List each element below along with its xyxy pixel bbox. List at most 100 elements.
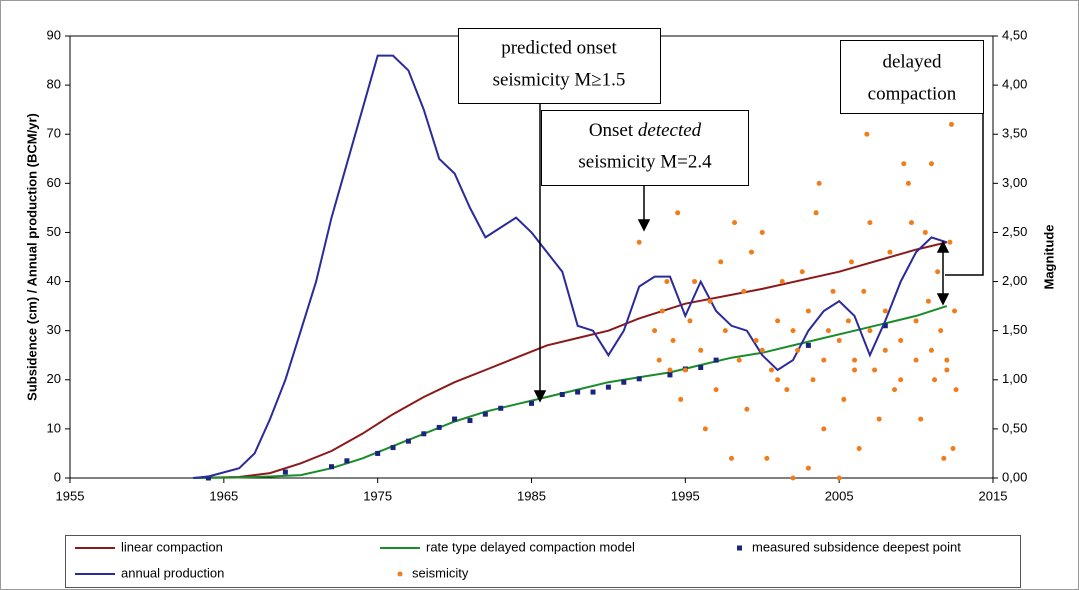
legend-label: annual production xyxy=(121,565,224,580)
marker xyxy=(922,229,928,235)
marker xyxy=(605,384,611,390)
annotations: predicted onset seismicity M≥1.5 Onset d… xyxy=(458,28,984,186)
marker xyxy=(759,229,765,235)
marker xyxy=(764,455,770,461)
marker xyxy=(784,387,790,393)
marker xyxy=(887,249,893,255)
annotation-text: compaction xyxy=(868,83,957,104)
marker xyxy=(948,121,954,127)
series-line xyxy=(193,241,948,479)
y2-tick-label: 2,00 xyxy=(1002,273,1027,288)
marker xyxy=(741,288,747,294)
series-line xyxy=(193,305,948,479)
marker xyxy=(467,418,473,424)
y-tick-label: 30 xyxy=(47,322,61,337)
marker xyxy=(575,389,581,395)
y2-tick-label: 3,50 xyxy=(1002,126,1027,141)
marker xyxy=(753,337,759,343)
marker xyxy=(779,279,785,285)
marker xyxy=(670,337,676,343)
marker xyxy=(656,357,662,363)
marker xyxy=(795,347,801,353)
marker xyxy=(678,396,684,402)
x-tick-label: 2015 xyxy=(979,488,1008,503)
annotation-text: detected xyxy=(638,120,702,141)
marker xyxy=(748,249,754,255)
marker xyxy=(918,416,924,422)
marker xyxy=(768,367,774,373)
marker xyxy=(452,416,458,422)
annotation-box xyxy=(458,28,661,104)
marker xyxy=(482,411,488,417)
marker xyxy=(722,328,728,334)
marker xyxy=(390,445,396,451)
y-tick-label: 60 xyxy=(47,175,61,190)
marker xyxy=(775,318,781,324)
y2-tick-label: 1,00 xyxy=(1002,371,1027,386)
marker xyxy=(667,367,673,373)
marker xyxy=(913,318,919,324)
y2-tick-label: 4,00 xyxy=(1002,77,1027,92)
marker xyxy=(932,377,938,383)
marker xyxy=(790,475,796,481)
marker xyxy=(872,367,878,373)
marker xyxy=(621,379,627,385)
marker xyxy=(867,328,873,334)
marker xyxy=(882,347,888,353)
marker xyxy=(825,328,831,334)
marker xyxy=(867,220,873,226)
x-tick-label: 1995 xyxy=(671,488,700,503)
marker xyxy=(947,239,953,245)
x-tick-label: 2005 xyxy=(825,488,854,503)
marker xyxy=(498,405,504,411)
marker xyxy=(329,464,335,470)
marker xyxy=(728,455,734,461)
legend-swatch xyxy=(397,571,403,577)
marker xyxy=(836,475,842,481)
marker xyxy=(810,377,816,383)
marker xyxy=(707,298,713,304)
marker xyxy=(405,438,411,444)
marker xyxy=(675,210,681,216)
y-tick-label: 0 xyxy=(54,469,61,484)
y2-tick-label: 3,00 xyxy=(1002,175,1027,190)
marker xyxy=(898,337,904,343)
marker xyxy=(713,387,719,393)
marker xyxy=(559,392,565,398)
marker xyxy=(845,318,851,324)
x-tick-label: 1965 xyxy=(209,488,238,503)
marker xyxy=(944,367,950,373)
marker xyxy=(950,446,956,452)
marker xyxy=(732,220,738,226)
marker xyxy=(864,131,870,137)
marker xyxy=(944,357,950,363)
y2-tick-label: 0,50 xyxy=(1002,420,1027,435)
marker xyxy=(882,323,888,329)
marker xyxy=(667,372,673,378)
y-tick-label: 10 xyxy=(47,420,61,435)
marker xyxy=(935,269,941,275)
y-tick-label: 40 xyxy=(47,273,61,288)
marker xyxy=(805,465,811,471)
marker xyxy=(925,298,931,304)
y-tick-label: 80 xyxy=(47,77,61,92)
marker xyxy=(908,220,914,226)
marker xyxy=(659,308,665,314)
marker xyxy=(692,279,698,285)
annotation-arrows xyxy=(533,100,984,403)
annotation-text: Onset detected xyxy=(589,120,702,141)
marker xyxy=(636,376,642,382)
marker xyxy=(421,431,427,437)
marker xyxy=(953,387,959,393)
marker xyxy=(636,239,642,245)
marker xyxy=(852,357,858,363)
marker xyxy=(941,455,947,461)
legend xyxy=(65,535,1021,588)
marker xyxy=(744,406,750,412)
y-tick-label: 90 xyxy=(47,27,61,42)
annotation-text: seismicity M≥1.5 xyxy=(493,69,626,90)
marker xyxy=(718,259,724,265)
marker xyxy=(205,475,211,481)
marker xyxy=(816,180,822,186)
marker xyxy=(892,387,898,393)
